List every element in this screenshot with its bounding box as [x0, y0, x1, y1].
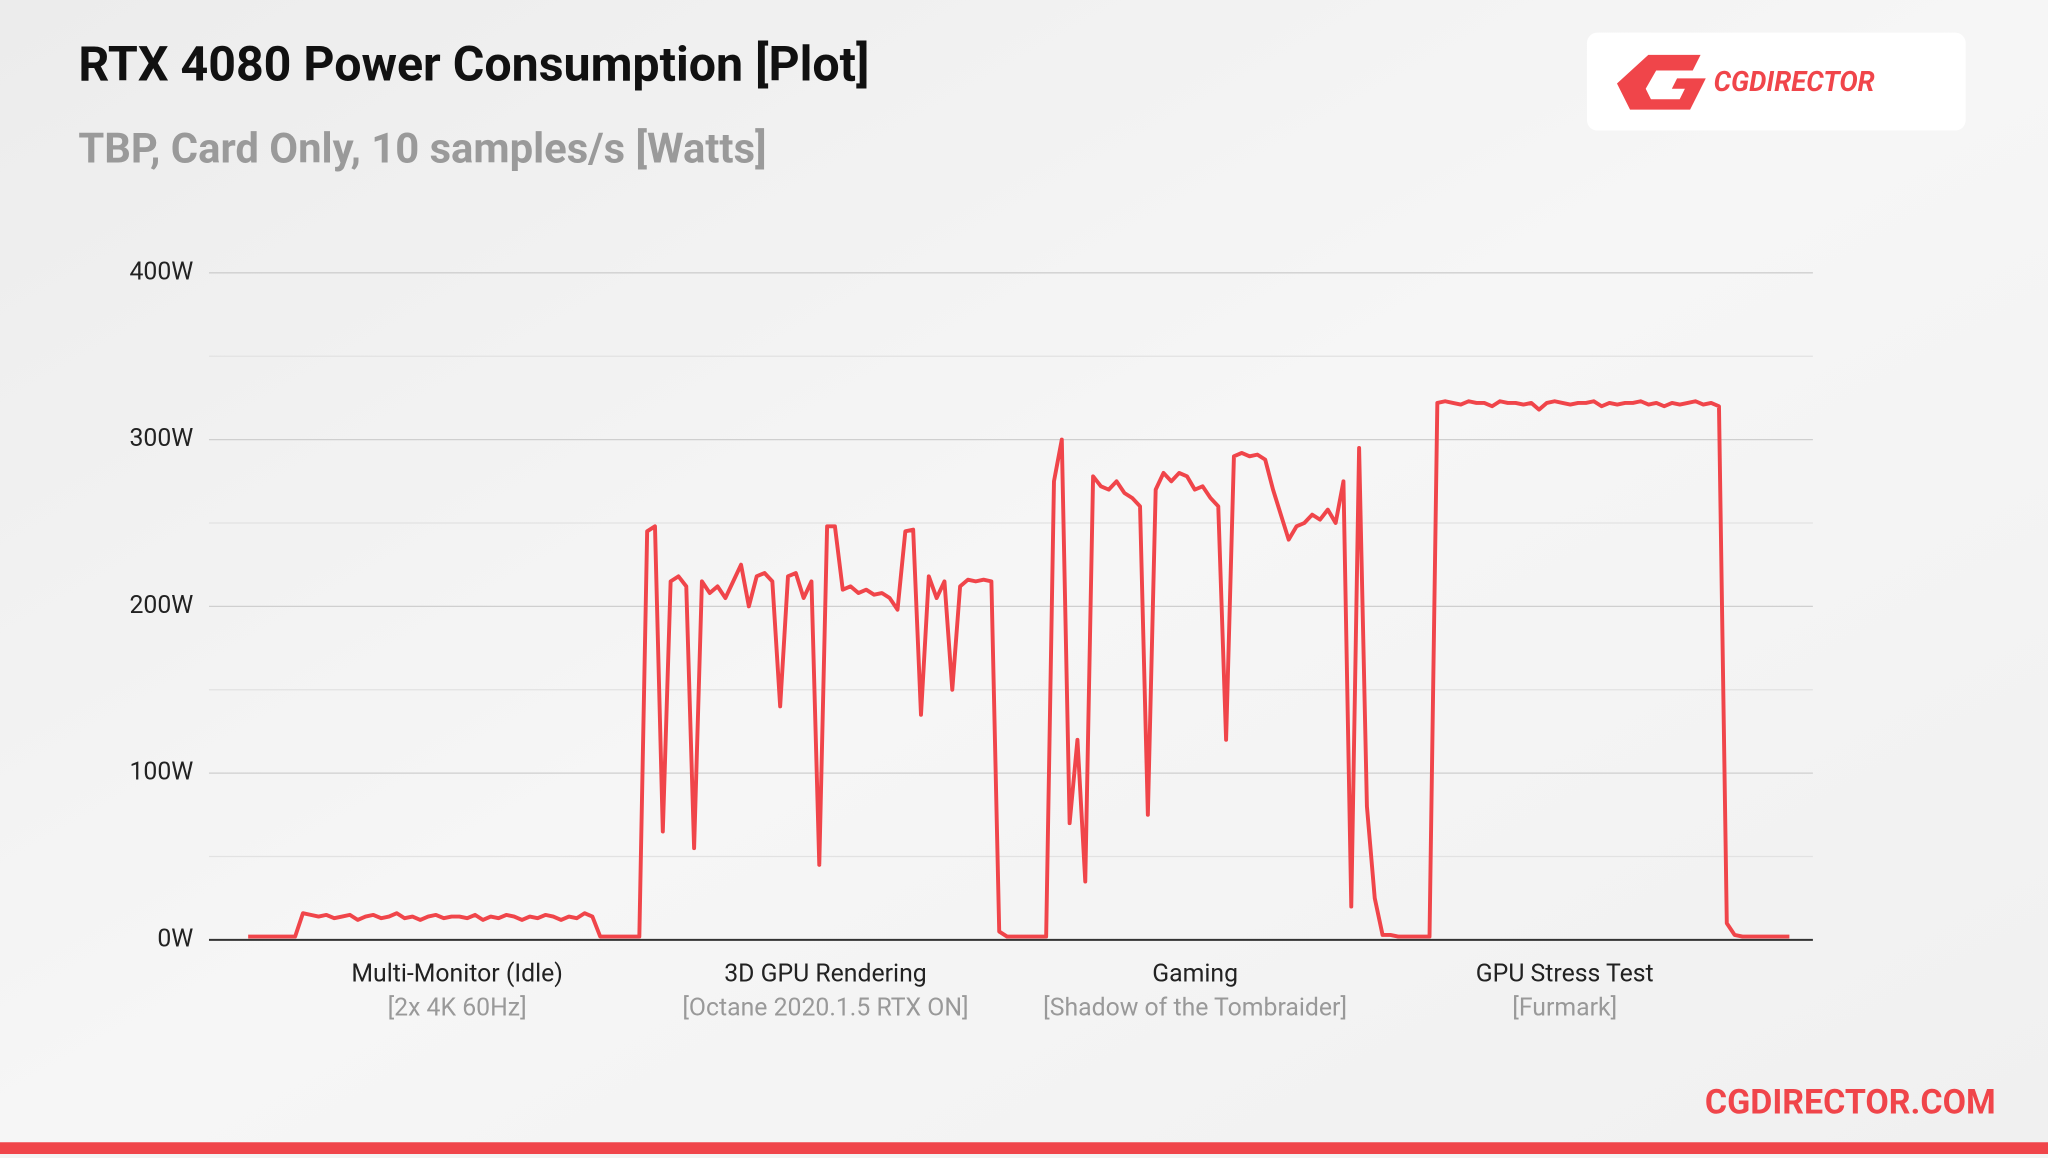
chart-title: RTX 4080 Power Consumption [Plot]	[78, 36, 869, 93]
group-sublabel: [Furmark]	[1512, 994, 1617, 1023]
y-tick-label: 200W	[129, 591, 193, 620]
logo-icon	[1616, 54, 1706, 110]
group-label: 3D GPU Rendering	[724, 960, 926, 989]
group-label: Multi-Monitor (Idle)	[351, 960, 563, 989]
group-sublabel: [Octane 2020.1.5 RTX ON]	[682, 994, 968, 1023]
power-line	[248, 399, 1790, 939]
group-sublabel: [2x 4K 60Hz]	[388, 994, 527, 1023]
footer-bar	[0, 1142, 2048, 1154]
y-tick-label: 0W	[157, 924, 193, 953]
group-label: GPU Stress Test	[1476, 960, 1654, 989]
y-tick-label: 400W	[129, 257, 193, 286]
group-sublabel: [Shadow of the Tombraider]	[1043, 994, 1347, 1023]
chart-subtitle: TBP, Card Only, 10 samples/s [Watts]	[78, 124, 766, 173]
logo-text: CGDIRECTOR	[1714, 66, 1875, 98]
group-label: Gaming	[1152, 960, 1238, 989]
footer-url: CGDIRECTOR.COM	[1705, 1083, 1996, 1122]
y-tick-label: 100W	[129, 758, 193, 787]
y-tick-label: 300W	[129, 424, 193, 453]
